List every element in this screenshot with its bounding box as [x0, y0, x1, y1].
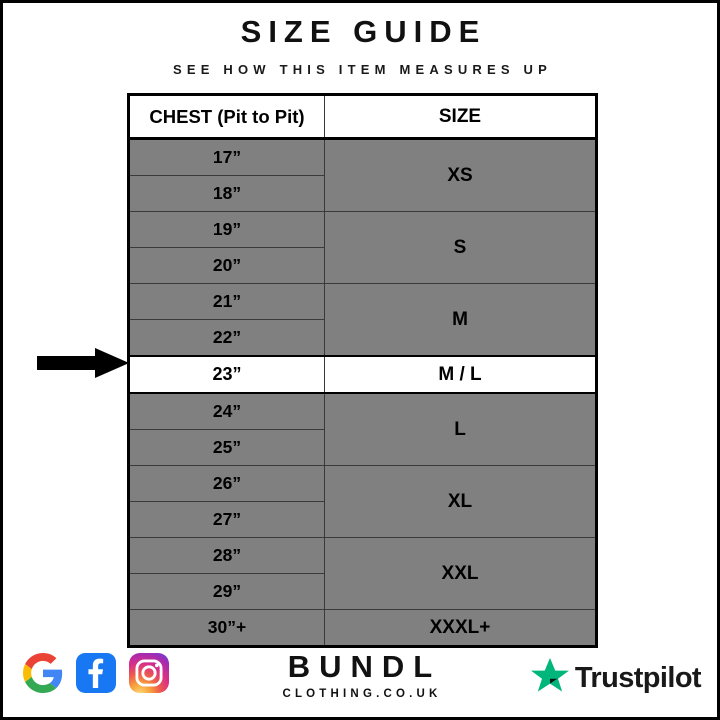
table-row: 30”+ XXXL+ [128, 609, 597, 647]
column-header-size: SIZE [324, 94, 597, 140]
size-value: XS [324, 138, 597, 212]
table-header-row: CHEST (Pit to Pit) SIZE [128, 94, 597, 140]
page-header: SIZE GUIDE SEE HOW THIS ITEM MEASURES UP [3, 3, 717, 77]
size-value: S [324, 211, 597, 284]
table-row: 19” S [128, 211, 597, 284]
social-icons [23, 653, 169, 693]
chest-value: 19” [128, 211, 325, 248]
table-row: 26” XL [128, 465, 597, 538]
chest-value: 28” [128, 537, 325, 574]
trustpilot-logo[interactable]: Trustpilot [530, 657, 702, 700]
chest-value: 26” [128, 465, 325, 502]
brand-domain: CLOTHING.CO.UK [282, 688, 442, 700]
chest-value: 22” [128, 319, 325, 357]
table-row: 17” XS [128, 138, 597, 212]
brand-name: BUNDL [287, 649, 442, 684]
facebook-icon[interactable] [76, 653, 116, 693]
chest-value: 18” [128, 175, 325, 212]
table-row: 29” [128, 573, 597, 610]
google-icon[interactable] [23, 653, 63, 693]
size-value: XXXL+ [324, 609, 597, 647]
table-row: 25” [128, 429, 597, 466]
table-row: 21” M [128, 283, 597, 357]
chest-value: 25” [128, 429, 325, 466]
table-row: 18” [128, 175, 597, 212]
table-row: 24” L [128, 392, 597, 466]
trustpilot-star-icon [530, 657, 570, 700]
size-value: XXL [324, 537, 597, 610]
chest-value: 20” [128, 247, 325, 284]
size-value: XL [324, 465, 597, 538]
chest-value: 27” [128, 501, 325, 538]
size-value: M [324, 283, 597, 357]
table-row: 28” XXL [128, 537, 597, 610]
table-row-highlighted: 23” M / L [128, 355, 597, 394]
chest-value: 17” [128, 138, 325, 176]
table-row: 27” [128, 501, 597, 538]
chest-value: 24” [128, 392, 325, 430]
column-header-chest: CHEST (Pit to Pit) [128, 94, 325, 140]
size-table-container: CHEST (Pit to Pit) SIZE 17” XS 18” 19” S… [127, 93, 598, 648]
trustpilot-label: Trustpilot [574, 662, 702, 694]
size-value-selected: M / L [324, 355, 597, 394]
size-table-body: CHEST (Pit to Pit) SIZE 17” XS 18” 19” S… [128, 94, 597, 647]
chest-value: 30”+ [128, 609, 325, 647]
chest-value: 21” [128, 283, 325, 320]
instagram-icon[interactable] [129, 653, 169, 693]
chest-value: 29” [128, 573, 325, 610]
brand-logo: BUNDL CLOTHING.CO.UK [3, 651, 717, 700]
page-title: SIZE GUIDE [240, 14, 487, 49]
size-table: CHEST (Pit to Pit) SIZE 17” XS 18” 19” S… [127, 93, 598, 648]
chest-value-selected: 23” [128, 355, 325, 394]
table-row: 20” [128, 247, 597, 284]
page-footer: BUNDL CLOTHING.CO.UK Trustpilot [3, 637, 717, 709]
size-value: L [324, 392, 597, 466]
page-subtitle: SEE HOW THIS ITEM MEASURES UP [172, 62, 553, 78]
arrow-right-icon [37, 348, 129, 378]
